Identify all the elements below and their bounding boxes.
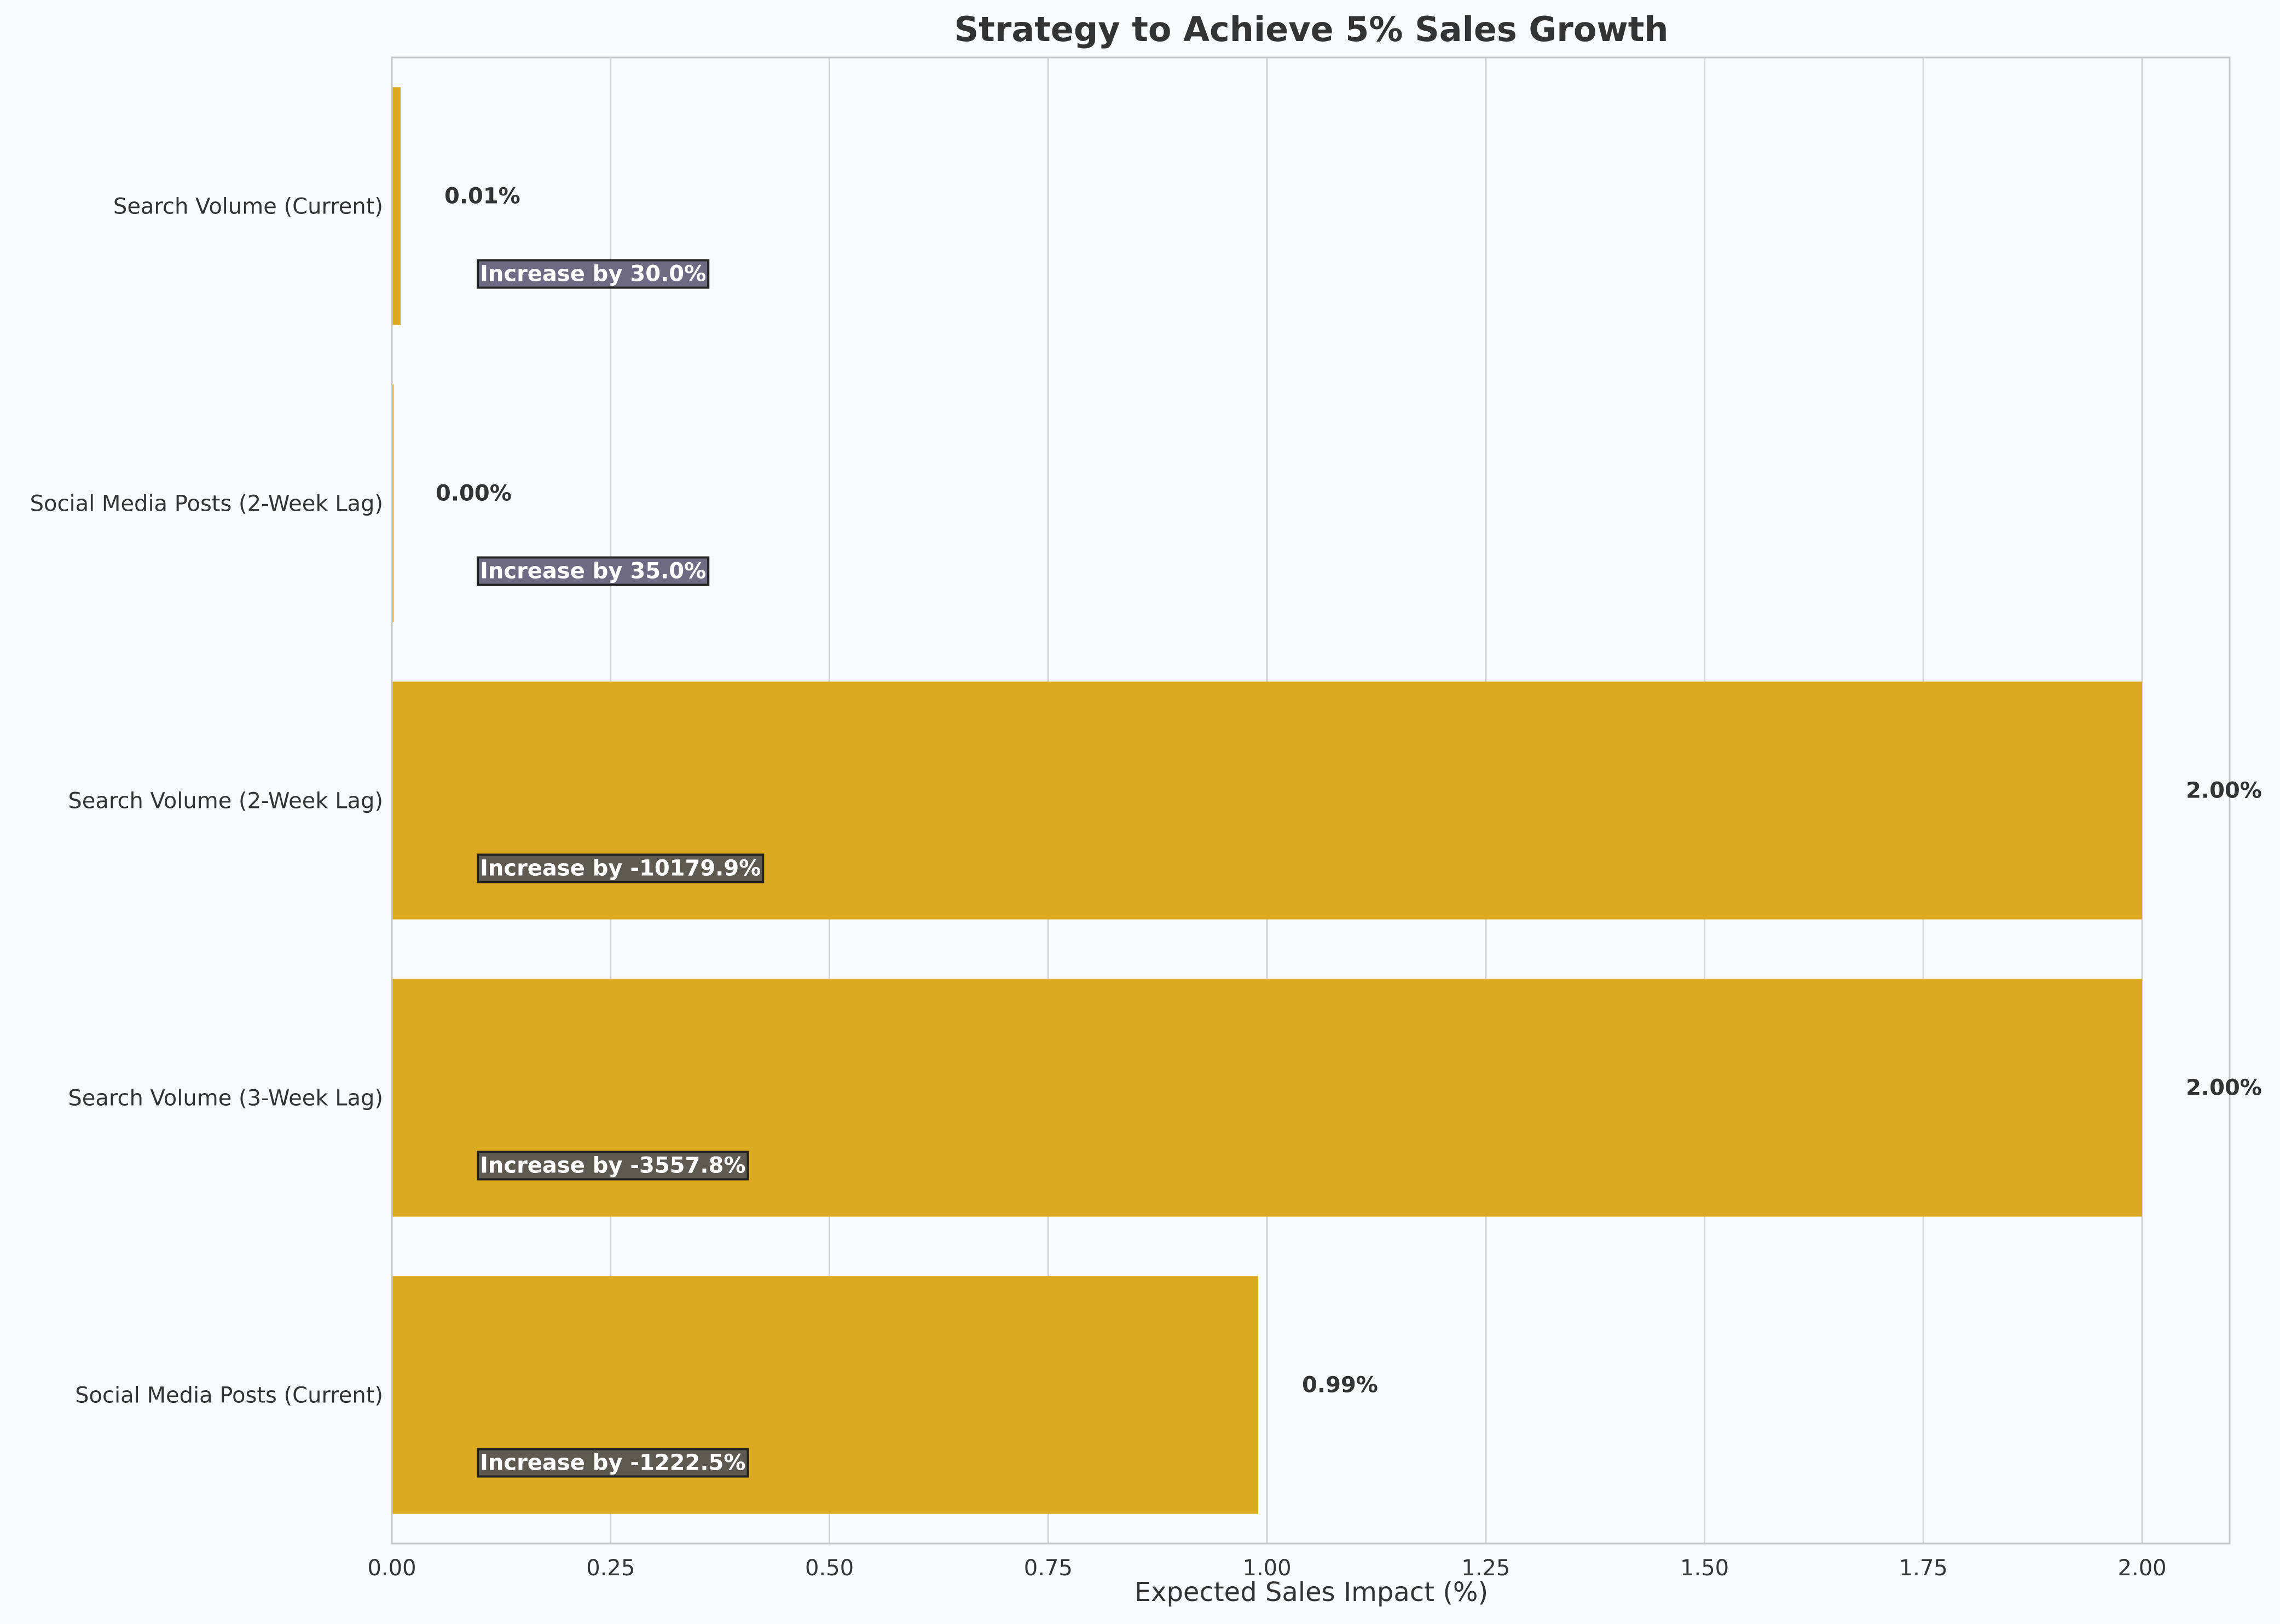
- value-label: 0.00%: [436, 481, 512, 506]
- y-category-label: Search Volume (2-Week Lag): [68, 789, 383, 814]
- value-label: 2.00%: [2186, 1076, 2262, 1101]
- annotation-box: Increase by -3557.8%: [477, 1151, 749, 1181]
- annotation-box: Increase by -10179.9%: [477, 853, 765, 883]
- y-category-label: Search Volume (Current): [113, 194, 383, 219]
- x-axis-ticks: 0.00 0.25 0.50 0.75 1.00 1.25 1.50 1.75 2.00: [367, 1556, 2166, 1581]
- y-axis-categories: Search Volume (Current) Social Media Post…: [30, 194, 383, 1408]
- annotations: Increase by 30.0% Increase by 35.0% Increa…: [477, 259, 765, 1478]
- annotation-text: Increase by 30.0%: [480, 262, 706, 287]
- annotation-text: Increase by -3557.8%: [480, 1153, 745, 1178]
- bar: [392, 1276, 1259, 1514]
- y-category-label: Social Media Posts (2-Week Lag): [30, 492, 383, 517]
- x-tick-label: 1.00: [1243, 1556, 1292, 1581]
- x-tick-label: 2.00: [2118, 1556, 2167, 1581]
- annotation-background: [477, 1151, 749, 1181]
- chart-title: Strategy to Achieve 5% Sales Growth: [954, 9, 1668, 49]
- x-tick-label: 1.25: [1461, 1556, 1510, 1581]
- annotation-box: Increase by 30.0%: [477, 259, 710, 289]
- x-tick-label: 1.75: [1899, 1556, 1948, 1581]
- x-tick-label: 1.50: [1680, 1556, 1729, 1581]
- value-labels: 0.01% 0.00% 2.00% 2.00% 0.99%: [436, 184, 2262, 1398]
- x-tick-label: 0.00: [367, 1556, 416, 1581]
- annotation-background: [477, 1448, 749, 1478]
- x-tick-label: 0.25: [586, 1556, 635, 1581]
- value-label: 0.99%: [1302, 1373, 1378, 1398]
- bar: [392, 979, 2143, 1217]
- annotation-background: [477, 259, 710, 289]
- bar: [392, 87, 401, 325]
- x-axis-label: Expected Sales Impact (%): [1135, 1577, 1489, 1608]
- annotation-background: [477, 556, 710, 586]
- annotation-text: Increase by -10179.9%: [480, 856, 761, 881]
- value-label: 2.00%: [2186, 778, 2262, 804]
- annotation-text: Increase by 35.0%: [480, 559, 706, 584]
- y-category-label: Social Media Posts (Current): [75, 1383, 383, 1408]
- annotation-box: Increase by 35.0%: [477, 556, 710, 586]
- annotation-text: Increase by -1222.5%: [480, 1450, 745, 1476]
- x-tick-label: 0.75: [1024, 1556, 1073, 1581]
- bar: [392, 681, 2143, 920]
- plot-frame: [391, 56, 2231, 1545]
- value-label: 0.01%: [444, 184, 520, 209]
- annotation-box: Increase by -1222.5%: [477, 1448, 749, 1478]
- x-tick-label: 0.50: [805, 1556, 854, 1581]
- annotation-background: [477, 853, 765, 883]
- y-category-label: Search Volume (3-Week Lag): [68, 1086, 383, 1111]
